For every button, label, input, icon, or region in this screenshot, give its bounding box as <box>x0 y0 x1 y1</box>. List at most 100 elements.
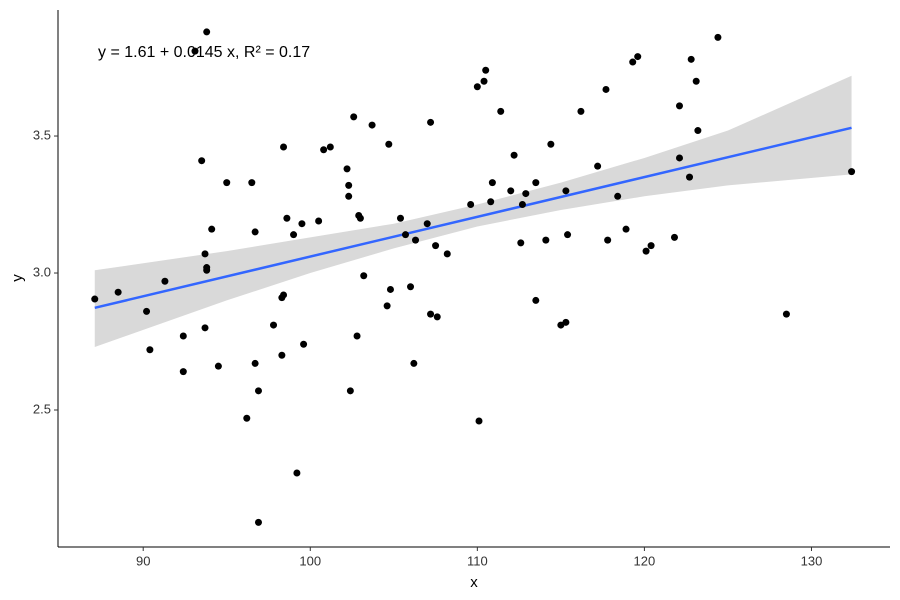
data-point <box>161 277 169 285</box>
data-point <box>475 417 483 425</box>
data-point <box>191 47 199 55</box>
data-point <box>143 307 151 315</box>
data-point <box>280 143 288 151</box>
equation-annotation: y = 1.61 + 0.0145 x, R² = 0.17 <box>98 44 310 61</box>
data-point <box>577 107 585 115</box>
data-point <box>782 310 790 318</box>
data-point <box>179 332 187 340</box>
x-tick-label: 110 <box>467 553 488 568</box>
data-point <box>402 231 410 239</box>
data-point <box>687 55 695 63</box>
y-tick-label: 3.0 <box>33 264 51 279</box>
data-point <box>201 250 209 258</box>
data-point <box>532 179 540 187</box>
data-point <box>385 140 393 148</box>
data-point <box>675 102 683 110</box>
data-point <box>410 359 418 367</box>
data-point <box>251 359 259 367</box>
data-point <box>594 162 602 170</box>
data-point <box>326 143 334 151</box>
data-point <box>562 187 570 195</box>
x-tick-label: 90 <box>136 553 150 568</box>
confidence-band <box>94 75 852 347</box>
data-point <box>604 236 612 244</box>
data-point <box>315 217 323 225</box>
data-point <box>383 302 391 310</box>
data-point <box>254 387 262 395</box>
data-point <box>427 310 435 318</box>
data-point <box>675 154 683 162</box>
x-tick-label: 130 <box>801 553 823 568</box>
data-point <box>443 250 451 258</box>
data-point <box>278 351 286 359</box>
data-point <box>427 118 435 126</box>
data-point <box>203 266 211 274</box>
data-point <box>248 179 256 187</box>
data-point <box>300 340 308 348</box>
data-point <box>622 225 630 233</box>
data-point <box>670 233 678 241</box>
data-point <box>396 214 404 222</box>
data-point <box>482 66 490 74</box>
data-point <box>293 469 301 477</box>
data-point <box>848 168 856 176</box>
data-point <box>320 146 328 154</box>
data-point <box>214 362 222 370</box>
data-point <box>614 192 622 200</box>
data-point <box>91 295 99 303</box>
x-tick-label: 120 <box>634 553 656 568</box>
data-point <box>507 187 515 195</box>
data-point <box>647 242 655 250</box>
data-point <box>386 285 394 293</box>
data-point <box>564 231 572 239</box>
data-point <box>368 121 376 129</box>
data-point <box>345 181 353 189</box>
regression-line <box>94 126 852 310</box>
data-point <box>270 321 278 329</box>
y-tick-label: 3.5 <box>33 127 51 142</box>
x-axis-title: x <box>470 574 478 591</box>
data-point <box>345 192 353 200</box>
data-point <box>467 201 475 209</box>
data-point <box>480 77 488 85</box>
data-point <box>208 225 216 233</box>
data-point <box>243 414 251 422</box>
data-point <box>497 107 505 115</box>
data-point <box>423 220 431 228</box>
data-point <box>473 83 481 91</box>
data-point <box>714 33 722 41</box>
data-point <box>518 201 526 209</box>
data-point <box>432 242 440 250</box>
data-point <box>360 272 368 280</box>
y-tick-label: 2.5 <box>33 401 51 416</box>
data-point <box>179 368 187 376</box>
data-point <box>407 283 415 291</box>
data-point <box>353 332 361 340</box>
data-point <box>522 190 530 198</box>
data-point <box>251 228 259 236</box>
data-point <box>343 165 351 173</box>
data-point <box>356 214 364 222</box>
data-point <box>412 236 420 244</box>
data-point <box>198 157 206 165</box>
data-point <box>433 313 441 321</box>
data-point <box>203 28 211 36</box>
data-point <box>686 173 694 181</box>
data-point <box>562 318 570 326</box>
data-point <box>602 85 610 93</box>
data-point <box>542 236 550 244</box>
data-point <box>642 247 650 255</box>
data-point <box>532 296 540 304</box>
data-point <box>146 346 154 354</box>
data-point <box>510 151 518 159</box>
data-point <box>350 113 358 121</box>
data-point <box>547 140 555 148</box>
data-point <box>114 288 122 296</box>
data-point <box>692 77 700 85</box>
data-point <box>629 58 637 66</box>
data-point <box>694 127 702 135</box>
data-point <box>280 291 288 299</box>
data-point <box>346 387 354 395</box>
data-point <box>298 220 306 228</box>
